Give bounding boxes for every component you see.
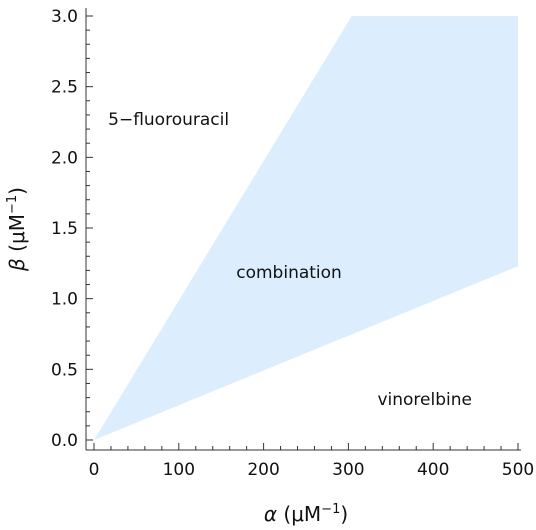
y-tick-label: 1.0 bbox=[51, 290, 78, 310]
region-label: vinorelbine bbox=[377, 390, 472, 410]
y-tick-label: 1.5 bbox=[51, 219, 78, 239]
x-tick-label: 100 bbox=[163, 460, 195, 480]
x-axis-label: α (μM−1) bbox=[264, 502, 348, 526]
x-tick-label: 400 bbox=[417, 460, 449, 480]
x-tick-label: 500 bbox=[502, 460, 534, 480]
y-tick-label: 3.0 bbox=[51, 7, 78, 27]
x-tick-label: 200 bbox=[247, 460, 279, 480]
region-label: 5−fluorouracil bbox=[108, 110, 229, 130]
combination-region bbox=[94, 16, 518, 440]
y-tick-label: 0.0 bbox=[51, 431, 78, 451]
x-tick-label: 0 bbox=[89, 460, 100, 480]
x-tick-label: 300 bbox=[332, 460, 364, 480]
y-axis-label: β (μM−1) bbox=[5, 187, 29, 272]
y-tick-label: 2.0 bbox=[51, 148, 78, 168]
y-tick-label: 0.5 bbox=[51, 360, 78, 380]
region-label: combination bbox=[236, 263, 342, 283]
y-tick-label: 2.5 bbox=[51, 78, 78, 98]
